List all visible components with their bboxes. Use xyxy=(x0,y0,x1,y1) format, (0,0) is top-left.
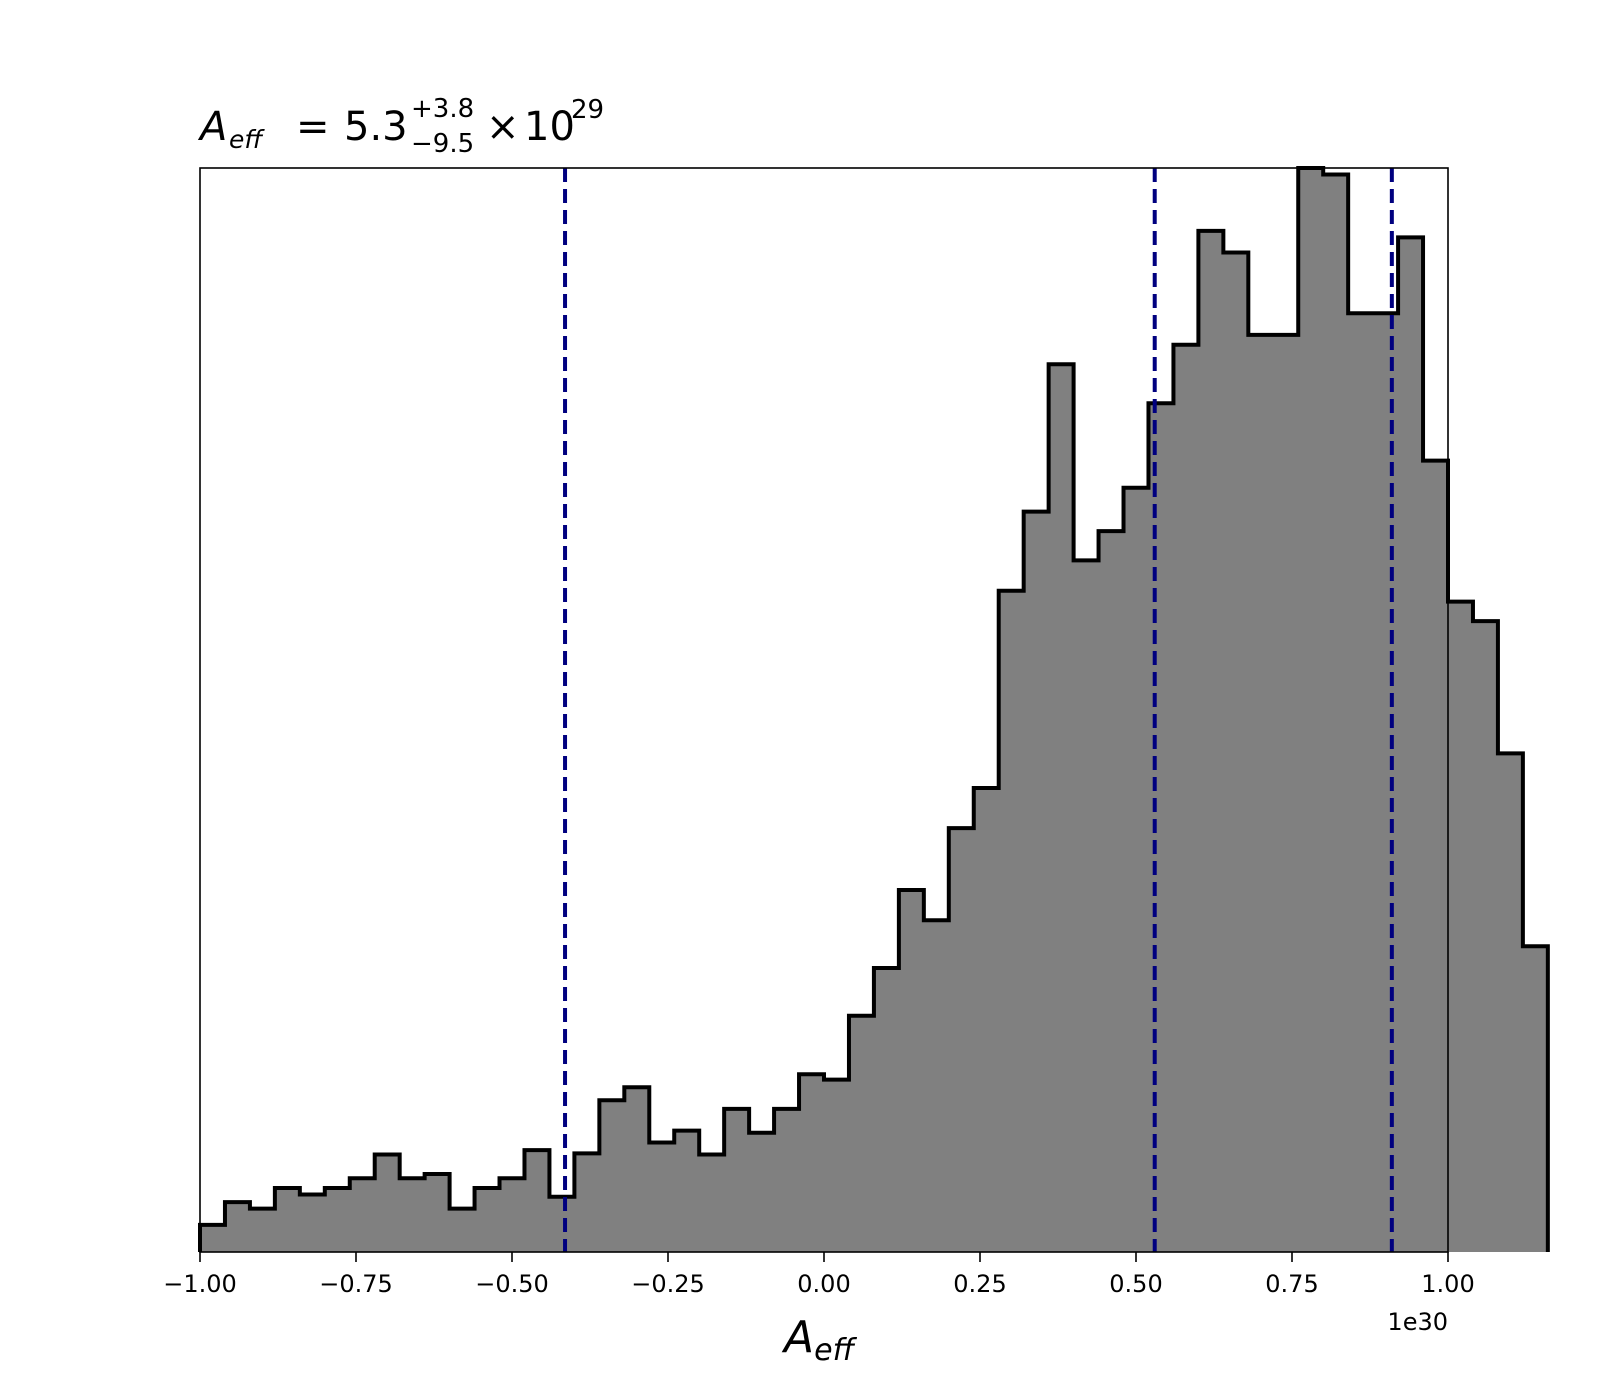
histogram-bin xyxy=(1098,531,1125,1252)
histogram-bin xyxy=(424,1173,451,1252)
histogram-bin xyxy=(1123,487,1150,1252)
histogram-bin xyxy=(524,1150,551,1252)
x-tick-label: 0.75 xyxy=(1265,1270,1318,1298)
histogram-bin xyxy=(749,1132,775,1252)
x-axis-ticks: −1.00 −0.75 −0.50 −0.25 0.00 0.25 0.50 0.75 1.00 xyxy=(163,1252,1475,1298)
histogram-bin xyxy=(249,1208,276,1252)
histogram-bin xyxy=(998,590,1025,1252)
chart-title-minus-error: −9.5 xyxy=(411,129,474,159)
histogram-bin xyxy=(948,828,975,1252)
x-axis-offset-label: 1e30 xyxy=(1387,1308,1448,1336)
chart-title-plus-error: +3.8 xyxy=(411,94,474,124)
x-axis-label-symbol: A xyxy=(781,1312,814,1363)
histogram-bin xyxy=(1073,560,1100,1252)
histogram-bin xyxy=(349,1178,376,1252)
histogram-bin xyxy=(1173,344,1199,1252)
histogram-bin xyxy=(299,1194,326,1252)
histogram-bin xyxy=(224,1202,251,1252)
histogram-bin xyxy=(449,1208,476,1252)
histogram-bin xyxy=(1497,753,1524,1252)
histogram-bin xyxy=(599,1100,625,1252)
histogram-bin xyxy=(1448,601,1474,1252)
histogram-bin xyxy=(474,1188,501,1252)
histogram-bin xyxy=(549,1196,575,1252)
x-tick-label: −0.75 xyxy=(319,1270,393,1298)
x-tick-label: −1.00 xyxy=(163,1270,237,1298)
histogram-bin xyxy=(1398,237,1424,1253)
histogram-bin xyxy=(1373,313,1399,1253)
histogram-bin xyxy=(1048,364,1075,1253)
chart-title-equals: = xyxy=(296,104,330,150)
histogram-bin xyxy=(923,920,950,1252)
histogram-bin xyxy=(274,1188,301,1252)
histogram-bin xyxy=(624,1087,650,1252)
x-tick-label: 0.50 xyxy=(1109,1270,1162,1298)
histogram-bin xyxy=(649,1142,675,1252)
histogram-bin xyxy=(574,1153,600,1252)
histogram-bin xyxy=(499,1178,526,1252)
quantile-lines xyxy=(563,168,1394,1252)
histogram-bin xyxy=(324,1188,351,1252)
histogram-bins xyxy=(200,168,1549,1253)
plot-area xyxy=(198,166,1550,1253)
histogram-bin xyxy=(399,1178,426,1252)
histogram-bin xyxy=(824,1079,850,1252)
x-tick-label: 0.25 xyxy=(953,1270,1006,1298)
histogram-bin xyxy=(1472,621,1499,1252)
histogram-bin xyxy=(1298,168,1324,1252)
chart-title-exponent: 29 xyxy=(571,95,604,125)
chart-title: A eff = 5.3 +3.8 −9.5 × 10 29 xyxy=(197,94,604,159)
histogram-bin xyxy=(200,1224,226,1252)
histogram-bin xyxy=(1323,174,1349,1252)
histogram-bin xyxy=(674,1130,700,1252)
histogram-bin xyxy=(1023,511,1050,1252)
histogram-bin xyxy=(1198,230,1224,1252)
histogram-bin xyxy=(1522,946,1549,1252)
histogram-bin xyxy=(1348,313,1374,1253)
histogram-bin xyxy=(848,1015,875,1252)
histogram-bin xyxy=(699,1154,725,1252)
chart-title-symbol-sub: eff xyxy=(229,125,265,154)
chart-title-symbol: A xyxy=(197,104,227,150)
histogram-bin xyxy=(1273,334,1299,1252)
chart-title-median: 5.3 xyxy=(344,104,408,150)
histogram-bin xyxy=(774,1108,800,1252)
x-tick-label: 1.00 xyxy=(1421,1270,1474,1298)
histogram-bin xyxy=(1248,334,1274,1252)
chart-title-base: 10 xyxy=(524,104,575,150)
histogram-bin xyxy=(873,967,900,1252)
histogram-bin xyxy=(898,889,925,1252)
x-axis-label-sub: eff xyxy=(814,1333,857,1368)
histogram-bin xyxy=(374,1154,401,1252)
histogram-bin xyxy=(799,1074,825,1252)
histogram-outline xyxy=(198,166,1550,1252)
x-axis-label: Aeff xyxy=(781,1312,858,1368)
histogram-bin xyxy=(724,1108,750,1252)
histogram-bin xyxy=(973,788,1000,1252)
chart-title-times: × xyxy=(486,104,520,150)
x-tick-label: 0.00 xyxy=(797,1270,850,1298)
histogram-bin xyxy=(1148,403,1175,1252)
histogram-bin xyxy=(1223,252,1249,1252)
x-tick-label: −0.25 xyxy=(631,1270,705,1298)
x-tick-label: −0.50 xyxy=(475,1270,549,1298)
histogram-bin xyxy=(1423,460,1449,1252)
